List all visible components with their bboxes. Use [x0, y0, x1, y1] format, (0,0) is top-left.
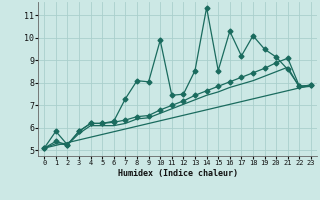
X-axis label: Humidex (Indice chaleur): Humidex (Indice chaleur)	[118, 169, 238, 178]
